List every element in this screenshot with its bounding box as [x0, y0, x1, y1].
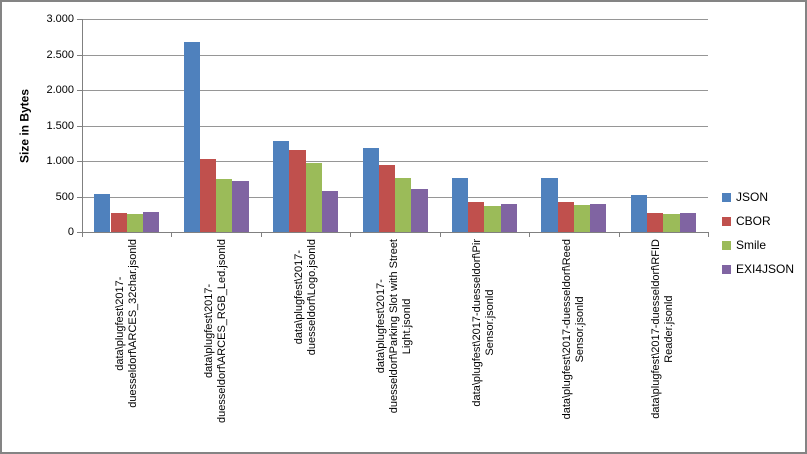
category-label-wrap: data\plugfest\2017- duesseldorf\ARCES_32…	[82, 239, 171, 408]
x-axis-line	[78, 232, 708, 233]
bar-smile-cat3	[305, 163, 322, 232]
legend-swatch-smile	[722, 240, 731, 250]
bar-cbor-cat3	[289, 150, 306, 232]
bar-exi4json-cat3	[321, 190, 339, 232]
bar-exi4json-cat6	[590, 203, 607, 232]
bar-exi4json-cat7	[679, 212, 696, 232]
x-tick-mark	[171, 232, 173, 237]
y-tick-mark	[77, 19, 82, 20]
bar-json-cat5	[451, 178, 469, 232]
bar-smile-cat2	[216, 179, 233, 232]
bar-json-cat1	[94, 193, 111, 232]
x-tick-mark	[350, 232, 352, 237]
category-label-wrap: data\plugfest\2017-duesseldorf\RFID Read…	[619, 239, 708, 419]
category-label: data\plugfest\2017-duesseldorf\Pir Senso…	[471, 239, 497, 407]
x-tick-mark	[260, 232, 262, 237]
legend-item-cbor: CBOR	[722, 209, 794, 233]
category-label: data\plugfest\2017- duesseldorf\Parking …	[375, 239, 414, 414]
category-label: data\plugfest\2017- duesseldorf\ARCES_32…	[113, 239, 139, 408]
category-label: data\plugfest\2017-duesseldorf\Reed Sens…	[560, 239, 586, 420]
y-axis-line	[82, 19, 83, 237]
legend-swatch-cbor	[722, 216, 731, 226]
y-tick-mark	[77, 54, 82, 56]
y-tick-mark	[77, 125, 82, 127]
category-label-wrap: data\plugfest\2017- duesseldorf\ARCES_RG…	[171, 239, 260, 423]
legend-label: EXI4JSON	[736, 262, 795, 276]
bar-smile-cat1	[126, 213, 143, 232]
y-tick-mark	[77, 90, 82, 91]
gridline	[82, 54, 708, 56]
legend-label: JSON	[736, 190, 769, 204]
x-tick-mark	[82, 232, 83, 237]
legend-swatch-json	[722, 192, 731, 202]
category-label-wrap: data\plugfest\2017-duesseldorf\Reed Sens…	[529, 239, 618, 419]
legend-label: CBOR	[736, 214, 771, 228]
y-tick-label: 1.000	[46, 155, 74, 167]
bar-json-cat6	[541, 178, 558, 232]
gridline	[82, 90, 708, 91]
category-label-wrap: data\plugfest\2017- duesseldorf\Parking …	[350, 239, 439, 413]
gridline	[82, 19, 708, 20]
bar-smile-cat7	[663, 214, 680, 232]
y-tick-label: 3.000	[46, 13, 74, 25]
legend-label: Smile	[736, 238, 767, 252]
gridline	[82, 125, 708, 127]
y-tick-label: 2.000	[46, 84, 74, 96]
x-tick-mark	[529, 232, 531, 237]
y-tick-mark	[77, 196, 82, 198]
plot-area	[82, 19, 708, 232]
bar-exi4json-cat4	[411, 189, 428, 232]
y-tick-label: 2.500	[46, 48, 74, 61]
bar-smile-cat6	[573, 204, 591, 232]
y-tick-mark	[77, 232, 82, 233]
bar-cbor-cat4	[378, 164, 395, 232]
y-tick-label: 500	[55, 190, 74, 203]
bar-json-cat2	[183, 41, 200, 232]
category-label-wrap: data\plugfest\2017- duesseldorf\Logo.jso…	[261, 239, 350, 355]
bar-exi4json-cat1	[143, 211, 160, 232]
bar-json-cat7	[630, 194, 648, 232]
y-tick-label: 1.500	[46, 119, 74, 132]
bar-cbor-cat5	[468, 201, 485, 232]
bar-json-cat4	[362, 148, 379, 232]
category-label: data\plugfest\2017- duesseldorf\Logo.jso…	[292, 239, 318, 356]
legend-item-smile: Smile	[722, 233, 794, 257]
x-tick-mark	[708, 232, 709, 237]
gridline	[82, 161, 708, 162]
bar-cbor-cat1	[110, 212, 127, 232]
x-tick-mark	[439, 232, 441, 237]
bar-exi4json-cat2	[232, 181, 249, 232]
legend-swatch-exi4json	[722, 264, 731, 274]
bar-cbor-cat7	[647, 212, 664, 232]
bar-smile-cat5	[484, 205, 501, 232]
category-label: data\plugfest\2017-duesseldorf\RFID Read…	[650, 239, 676, 419]
y-tick-mark	[77, 161, 82, 162]
category-label: data\plugfest\2017- duesseldorf\ARCES_RG…	[203, 239, 229, 424]
y-tick-label: 0	[67, 226, 74, 238]
bar-json-cat3	[273, 141, 290, 232]
legend-item-json: JSON	[722, 185, 794, 209]
legend: JSON CBOR Smile EXI4JSON	[722, 185, 794, 281]
bar-cbor-cat6	[557, 201, 574, 232]
bar-exi4json-cat5	[500, 204, 517, 232]
category-label-wrap: data\plugfest\2017-duesseldorf\Pir Senso…	[440, 239, 529, 407]
bar-smile-cat4	[395, 178, 412, 232]
legend-item-exi4json: EXI4JSON	[722, 257, 794, 281]
bar-cbor-cat2	[199, 158, 217, 232]
x-tick-mark	[618, 232, 620, 237]
